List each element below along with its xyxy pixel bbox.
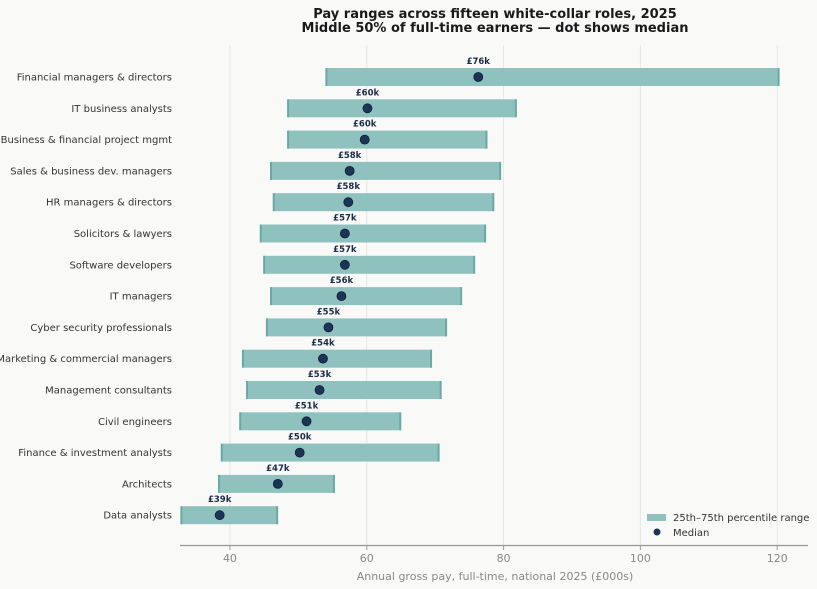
category-label: Finance & investment analysts bbox=[18, 448, 172, 459]
category-label: Civil engineers bbox=[98, 417, 172, 428]
x-tick-label: 120 bbox=[767, 552, 788, 565]
legend-range-label: 25th–75th percentile range bbox=[673, 513, 809, 524]
x-tick-label: 60 bbox=[360, 552, 374, 565]
median-label: £58k bbox=[337, 182, 361, 192]
median-label: £51k bbox=[295, 401, 319, 411]
range-bar bbox=[266, 318, 447, 337]
median-label: £50k bbox=[288, 433, 312, 443]
chart-subtitle: Middle 50% of full-time earners — dot sh… bbox=[302, 21, 689, 36]
category-label: Sales & business dev. managers bbox=[10, 166, 172, 177]
range-bar bbox=[270, 287, 462, 306]
median-dot bbox=[301, 416, 312, 427]
range-bar bbox=[260, 224, 486, 243]
range-bar bbox=[221, 443, 439, 462]
legend: 25th–75th percentile range Median bbox=[647, 513, 809, 539]
x-tick-label: 40 bbox=[223, 552, 237, 565]
range-bar bbox=[247, 381, 441, 399]
category-label: IT managers bbox=[110, 292, 172, 303]
range-bar bbox=[273, 193, 494, 212]
category-label: Cyber security professionals bbox=[30, 323, 172, 334]
range-bar bbox=[288, 130, 487, 149]
median-label: £60k bbox=[356, 88, 380, 98]
median-label: £54k bbox=[311, 339, 335, 349]
median-label: £57k bbox=[333, 214, 357, 224]
median-dot bbox=[339, 228, 350, 239]
median-label: £76k bbox=[467, 57, 491, 67]
x-tick-label: 80 bbox=[497, 552, 511, 565]
chart-title: Pay ranges across fifteen white-collar r… bbox=[313, 7, 677, 22]
category-label: Marketing & commercial managers bbox=[0, 354, 172, 365]
median-dot bbox=[362, 103, 373, 114]
median-dot bbox=[323, 322, 334, 333]
median-dot bbox=[214, 510, 225, 521]
legend-median-label: Median bbox=[673, 528, 709, 539]
median-label: £57k bbox=[333, 245, 357, 255]
category-label: Solicitors & lawyers bbox=[74, 229, 172, 240]
category-label: IT business analysts bbox=[71, 104, 172, 115]
median-label: £55k bbox=[317, 307, 341, 317]
median-label: £39k bbox=[208, 495, 232, 505]
range-bar bbox=[242, 349, 432, 368]
median-dot bbox=[336, 291, 347, 302]
range-bar bbox=[264, 255, 475, 274]
category-label: HR managers & directors bbox=[46, 198, 172, 209]
category-label: Software developers bbox=[69, 260, 172, 271]
range-bar bbox=[270, 161, 501, 180]
category-label: Management consultants bbox=[45, 386, 172, 397]
median-label: £47k bbox=[266, 464, 290, 474]
median-dot bbox=[318, 353, 328, 364]
median-dot bbox=[359, 134, 370, 145]
median-dot bbox=[343, 197, 354, 208]
median-label: £56k bbox=[330, 276, 354, 286]
median-label: £58k bbox=[338, 151, 362, 161]
category-label: Data analysts bbox=[103, 511, 172, 522]
x-axis-label: Annual gross pay, full-time, national 20… bbox=[357, 570, 634, 583]
median-label: £60k bbox=[353, 120, 377, 130]
median-label: £53k bbox=[308, 370, 332, 380]
category-label: Architects bbox=[122, 479, 172, 490]
median-dot bbox=[314, 385, 325, 395]
range-bar bbox=[181, 506, 278, 525]
range-bar bbox=[288, 99, 516, 118]
median-dot bbox=[344, 165, 355, 176]
range-bar bbox=[326, 68, 779, 86]
median-dot bbox=[294, 447, 305, 458]
legend-range-swatch bbox=[647, 514, 666, 521]
category-label: Business & financial project mgmt bbox=[1, 135, 172, 146]
median-dot bbox=[473, 72, 484, 82]
category-label: Financial managers & directors bbox=[17, 73, 172, 84]
legend-median-marker bbox=[653, 528, 661, 536]
median-dot bbox=[272, 478, 283, 489]
median-dot bbox=[339, 259, 350, 270]
x-tick-label: 100 bbox=[630, 552, 651, 565]
range-bar bbox=[240, 412, 401, 431]
